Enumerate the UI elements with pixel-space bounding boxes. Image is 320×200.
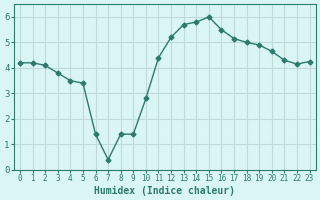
X-axis label: Humidex (Indice chaleur): Humidex (Indice chaleur) (94, 186, 235, 196)
